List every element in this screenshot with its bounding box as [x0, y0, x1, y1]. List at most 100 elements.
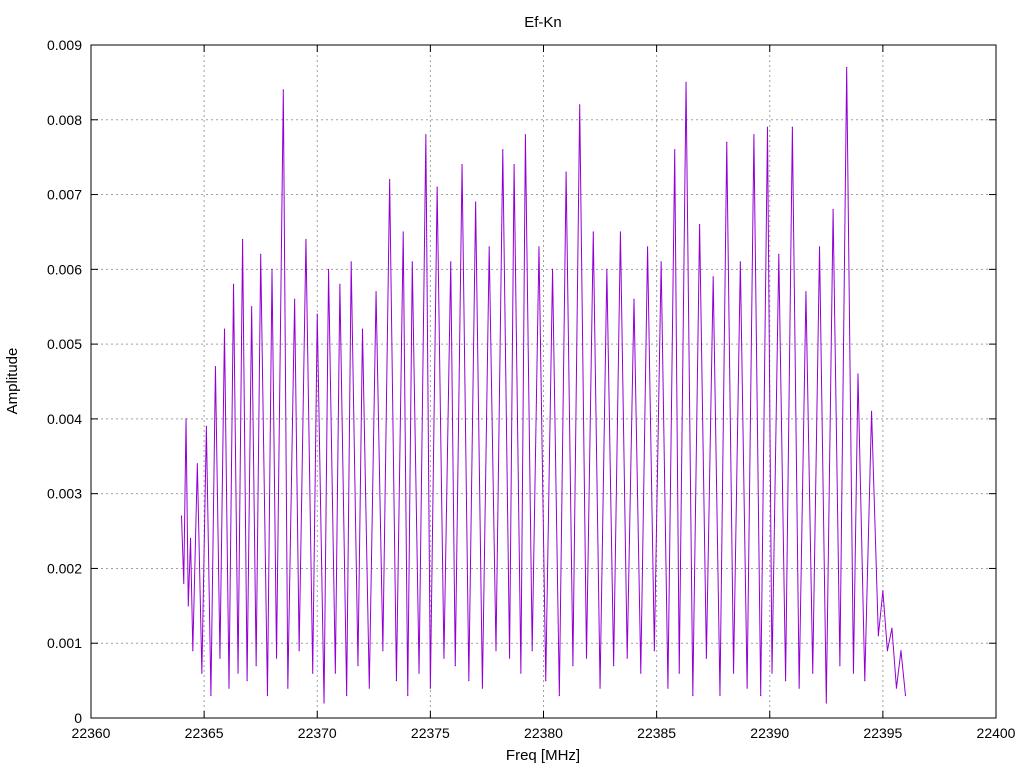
data-point: [361, 328, 364, 330]
data-point: [508, 657, 511, 659]
x-tick-label: 22400: [977, 725, 1016, 741]
data-point: [402, 231, 404, 233]
data-point: [784, 680, 787, 682]
data-point: [812, 672, 814, 674]
data-point: [592, 231, 594, 233]
data-point: [282, 89, 284, 91]
data-point: [327, 268, 330, 270]
y-tick-label: 0.001: [47, 635, 82, 651]
data-point: [223, 328, 226, 330]
data-point: [538, 246, 540, 248]
data-point: [375, 291, 377, 293]
data-point: [766, 126, 769, 128]
data-point: [210, 694, 212, 697]
x-tick-label: 22395: [863, 725, 902, 741]
data-point: [798, 687, 800, 689]
data-point: [531, 650, 533, 652]
data-point: [305, 238, 307, 241]
data-point: [450, 261, 452, 263]
data-point: [407, 694, 409, 697]
series-line: [181, 67, 906, 704]
data-point: [886, 650, 889, 652]
data-point: [298, 650, 300, 652]
data-point: [339, 283, 341, 285]
y-tick-label: 0.008: [47, 112, 82, 128]
data-point: [237, 672, 239, 674]
data-point: [429, 687, 431, 689]
data-point: [900, 650, 902, 652]
x-tick-label: 22365: [185, 725, 224, 741]
y-tick-label: 0.006: [47, 261, 82, 277]
y-tick-label: 0.009: [47, 37, 82, 53]
data-point: [705, 657, 708, 659]
data-point: [219, 657, 221, 659]
data-point: [350, 261, 352, 263]
data-point: [524, 134, 527, 136]
data-point: [746, 687, 748, 689]
data-point: [246, 680, 248, 682]
data-point: [495, 650, 497, 652]
data-point: [895, 687, 898, 689]
x-tick-label: 22370: [298, 725, 337, 741]
series-layer: [180, 66, 907, 704]
data-point: [241, 238, 244, 241]
data-point: [585, 657, 588, 659]
data-point: [316, 313, 318, 315]
data-point: [882, 590, 884, 592]
data-point: [599, 687, 601, 689]
data-point: [778, 253, 780, 255]
data-point: [753, 134, 755, 136]
data-point: [619, 231, 622, 233]
data-point: [613, 665, 615, 667]
data-point: [346, 694, 348, 697]
data-point: [228, 687, 230, 689]
data-point: [266, 694, 269, 697]
data-point: [870, 410, 873, 413]
data-point: [368, 687, 370, 689]
data-point: [699, 223, 701, 226]
x-axis-title: Freq [MHz]: [506, 747, 580, 764]
data-point: [791, 126, 793, 128]
data-point: [572, 665, 574, 667]
data-point: [904, 694, 907, 697]
x-tick-label: 22390: [750, 725, 789, 741]
data-point: [852, 672, 855, 674]
data-point: [692, 694, 694, 697]
data-point: [443, 657, 445, 659]
data-point: [646, 246, 649, 248]
data-point: [271, 268, 273, 270]
data-point: [255, 665, 257, 667]
data-point: [334, 672, 336, 674]
data-point: [502, 149, 504, 151]
data-point: [760, 694, 762, 697]
data-point: [323, 702, 325, 704]
data-point: [481, 687, 484, 689]
data-point: [488, 246, 490, 248]
data-point: [468, 680, 470, 682]
data-point: [260, 253, 262, 255]
x-tick-label: 22375: [411, 725, 450, 741]
data-point: [192, 650, 194, 652]
data-point: [606, 268, 608, 270]
data-point: [382, 650, 384, 652]
data-point: [461, 164, 463, 166]
data-point: [857, 373, 859, 375]
data-point: [513, 164, 515, 166]
data-point: [891, 627, 893, 629]
data-point: [205, 425, 207, 427]
data-point: [287, 687, 289, 689]
data-point: [739, 261, 741, 263]
data-point: [839, 665, 841, 667]
x-tick-label: 22360: [72, 725, 111, 741]
data-point: [818, 246, 821, 248]
data-point: [579, 104, 581, 106]
data-point: [685, 81, 687, 83]
data-point: [214, 365, 217, 368]
data-point: [312, 672, 314, 674]
data-point: [357, 665, 359, 667]
data-point: [454, 665, 456, 667]
data-point: [180, 515, 183, 517]
x-tick-label: 22380: [524, 725, 563, 741]
data-point: [877, 635, 879, 637]
data-point: [185, 418, 187, 420]
